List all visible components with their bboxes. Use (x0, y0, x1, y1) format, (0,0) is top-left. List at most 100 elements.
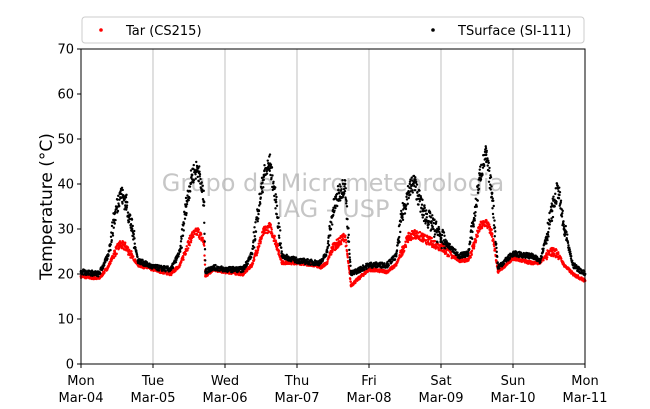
data-point (489, 188, 492, 191)
data-point (399, 220, 403, 223)
data-point (423, 204, 426, 207)
data-point (262, 229, 266, 233)
data-point (421, 236, 425, 240)
data-point (187, 247, 190, 250)
data-point (185, 245, 188, 248)
data-point (433, 235, 436, 238)
data-point (141, 258, 144, 262)
data-point (469, 241, 472, 244)
data-point (109, 248, 112, 252)
data-point (166, 265, 169, 268)
x-tick-label-date: Mar-10 (491, 391, 536, 406)
data-point (437, 225, 440, 229)
data-point (484, 147, 488, 150)
data-point (198, 235, 201, 238)
data-point (203, 232, 206, 236)
x-tick-label-day: Tue (141, 374, 164, 389)
data-point (487, 161, 490, 164)
data-point (348, 252, 351, 256)
data-point (444, 247, 447, 250)
data-point (109, 261, 112, 265)
data-point (529, 261, 533, 265)
data-point (327, 240, 330, 243)
data-point (121, 202, 124, 205)
data-point (200, 233, 203, 236)
data-point (256, 209, 260, 213)
data-point (399, 230, 402, 234)
data-point (117, 202, 120, 205)
data-point (223, 268, 227, 271)
series-tsurface (79, 145, 587, 278)
data-point (476, 235, 479, 238)
data-point (294, 256, 298, 259)
data-point (346, 217, 349, 221)
data-point (393, 258, 397, 261)
data-point (559, 199, 563, 202)
data-point (171, 266, 175, 269)
data-point (133, 242, 136, 245)
data-point (125, 204, 129, 207)
data-point (180, 237, 183, 240)
data-point (97, 272, 101, 276)
data-point (555, 200, 558, 204)
data-point (123, 197, 126, 201)
data-point (112, 226, 115, 229)
data-point (250, 263, 254, 267)
data-point (274, 241, 278, 244)
data-point (443, 234, 446, 237)
data-point (134, 246, 137, 249)
data-point (277, 249, 281, 253)
data-point (417, 203, 420, 206)
data-point (119, 189, 122, 193)
data-point (427, 223, 430, 226)
data-point (367, 263, 371, 267)
data-point (340, 188, 343, 191)
data-point (106, 257, 109, 261)
data-point (270, 228, 273, 231)
data-point (400, 250, 404, 253)
data-point (254, 221, 257, 224)
data-point (544, 236, 548, 240)
data-point (339, 185, 342, 188)
data-point (198, 170, 201, 173)
data-point (349, 260, 352, 264)
data-point (319, 265, 323, 269)
data-point (214, 263, 217, 267)
data-point (257, 217, 260, 220)
data-point (187, 240, 190, 243)
data-point (277, 234, 281, 237)
data-point (340, 242, 343, 246)
data-point (547, 235, 550, 238)
data-point (347, 266, 351, 270)
legend: Tar (CS215) TSurface (SI-111) (81, 16, 585, 44)
data-point (425, 212, 429, 216)
data-point (309, 263, 312, 266)
x-tick-label-date: Mar-06 (203, 391, 248, 406)
data-point (421, 216, 424, 219)
data-point (486, 157, 489, 160)
x-tick-label-date: Mar-08 (347, 391, 392, 406)
data-point (117, 194, 120, 198)
data-point (271, 174, 274, 177)
data-point (558, 193, 561, 197)
data-point (261, 191, 264, 194)
data-point (211, 265, 215, 269)
data-point (571, 272, 575, 276)
data-point (268, 162, 272, 166)
data-point (331, 250, 334, 253)
x-tick-label-day: Mon (571, 374, 598, 389)
data-point (118, 205, 121, 208)
data-point (466, 252, 470, 256)
data-point (354, 281, 357, 284)
data-point (118, 240, 122, 243)
data-point (476, 191, 480, 194)
data-point (493, 219, 496, 222)
data-point (395, 252, 398, 255)
data-point (564, 224, 567, 228)
data-point (425, 243, 428, 246)
data-point (110, 224, 114, 228)
data-point (490, 185, 493, 188)
data-point (492, 199, 495, 202)
data-point (493, 226, 497, 229)
data-point (488, 223, 491, 226)
